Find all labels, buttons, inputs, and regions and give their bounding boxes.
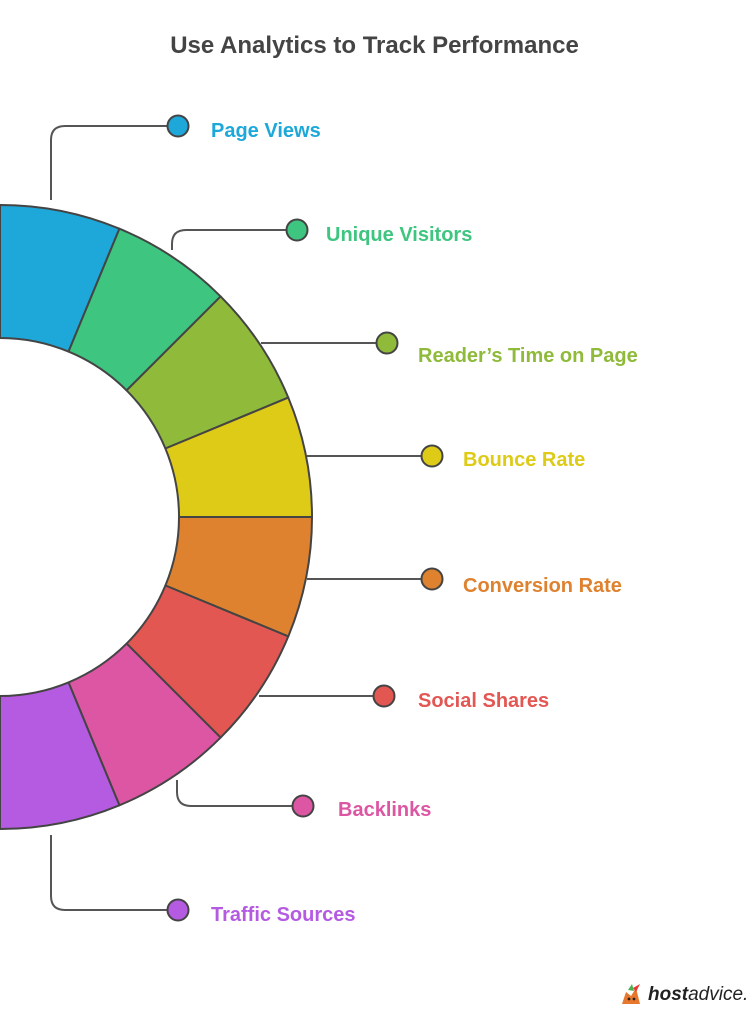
fox-mascot-icon: [622, 984, 640, 1004]
label-bounce-rate: Bounce Rate: [463, 449, 586, 471]
diagram-title: Use Analytics to Track Performance: [170, 32, 579, 59]
hostadvice-logo: hostadvice.: [618, 982, 748, 1008]
label-page-views: Page Views: [211, 120, 321, 142]
label-social-shares: Social Shares: [418, 690, 550, 712]
label-conversion-rate: Conversion Rate: [463, 575, 622, 597]
label-time-on-page: Reader’s Time on Page: [418, 345, 638, 367]
connector-traffic-sources: [50, 835, 170, 911]
label-traffic-sources: Traffic Sources: [211, 904, 356, 926]
dot-page-views: [166, 114, 190, 138]
label-unique-visitors: Unique Visitors: [326, 224, 473, 246]
connector-backlinks: [176, 780, 296, 807]
connector-unique-visitors: [171, 229, 290, 250]
dot-backlinks: [291, 794, 315, 818]
dot-social-shares: [372, 684, 396, 708]
label-backlinks: Backlinks: [338, 799, 432, 821]
logo-text-bold: host: [648, 984, 689, 1005]
dot-conversion-rate: [420, 567, 444, 591]
dot-traffic-sources: [166, 898, 190, 922]
logo-text-rest: advice.: [688, 984, 749, 1005]
segment-traffic-sources: [0, 681, 121, 831]
dot-time-on-page: [375, 331, 399, 355]
dot-bounce-rate: [420, 444, 444, 468]
connector-page-views: [50, 125, 170, 200]
logo-text: hostadvice.: [648, 984, 748, 1006]
dot-unique-visitors: [285, 218, 309, 242]
